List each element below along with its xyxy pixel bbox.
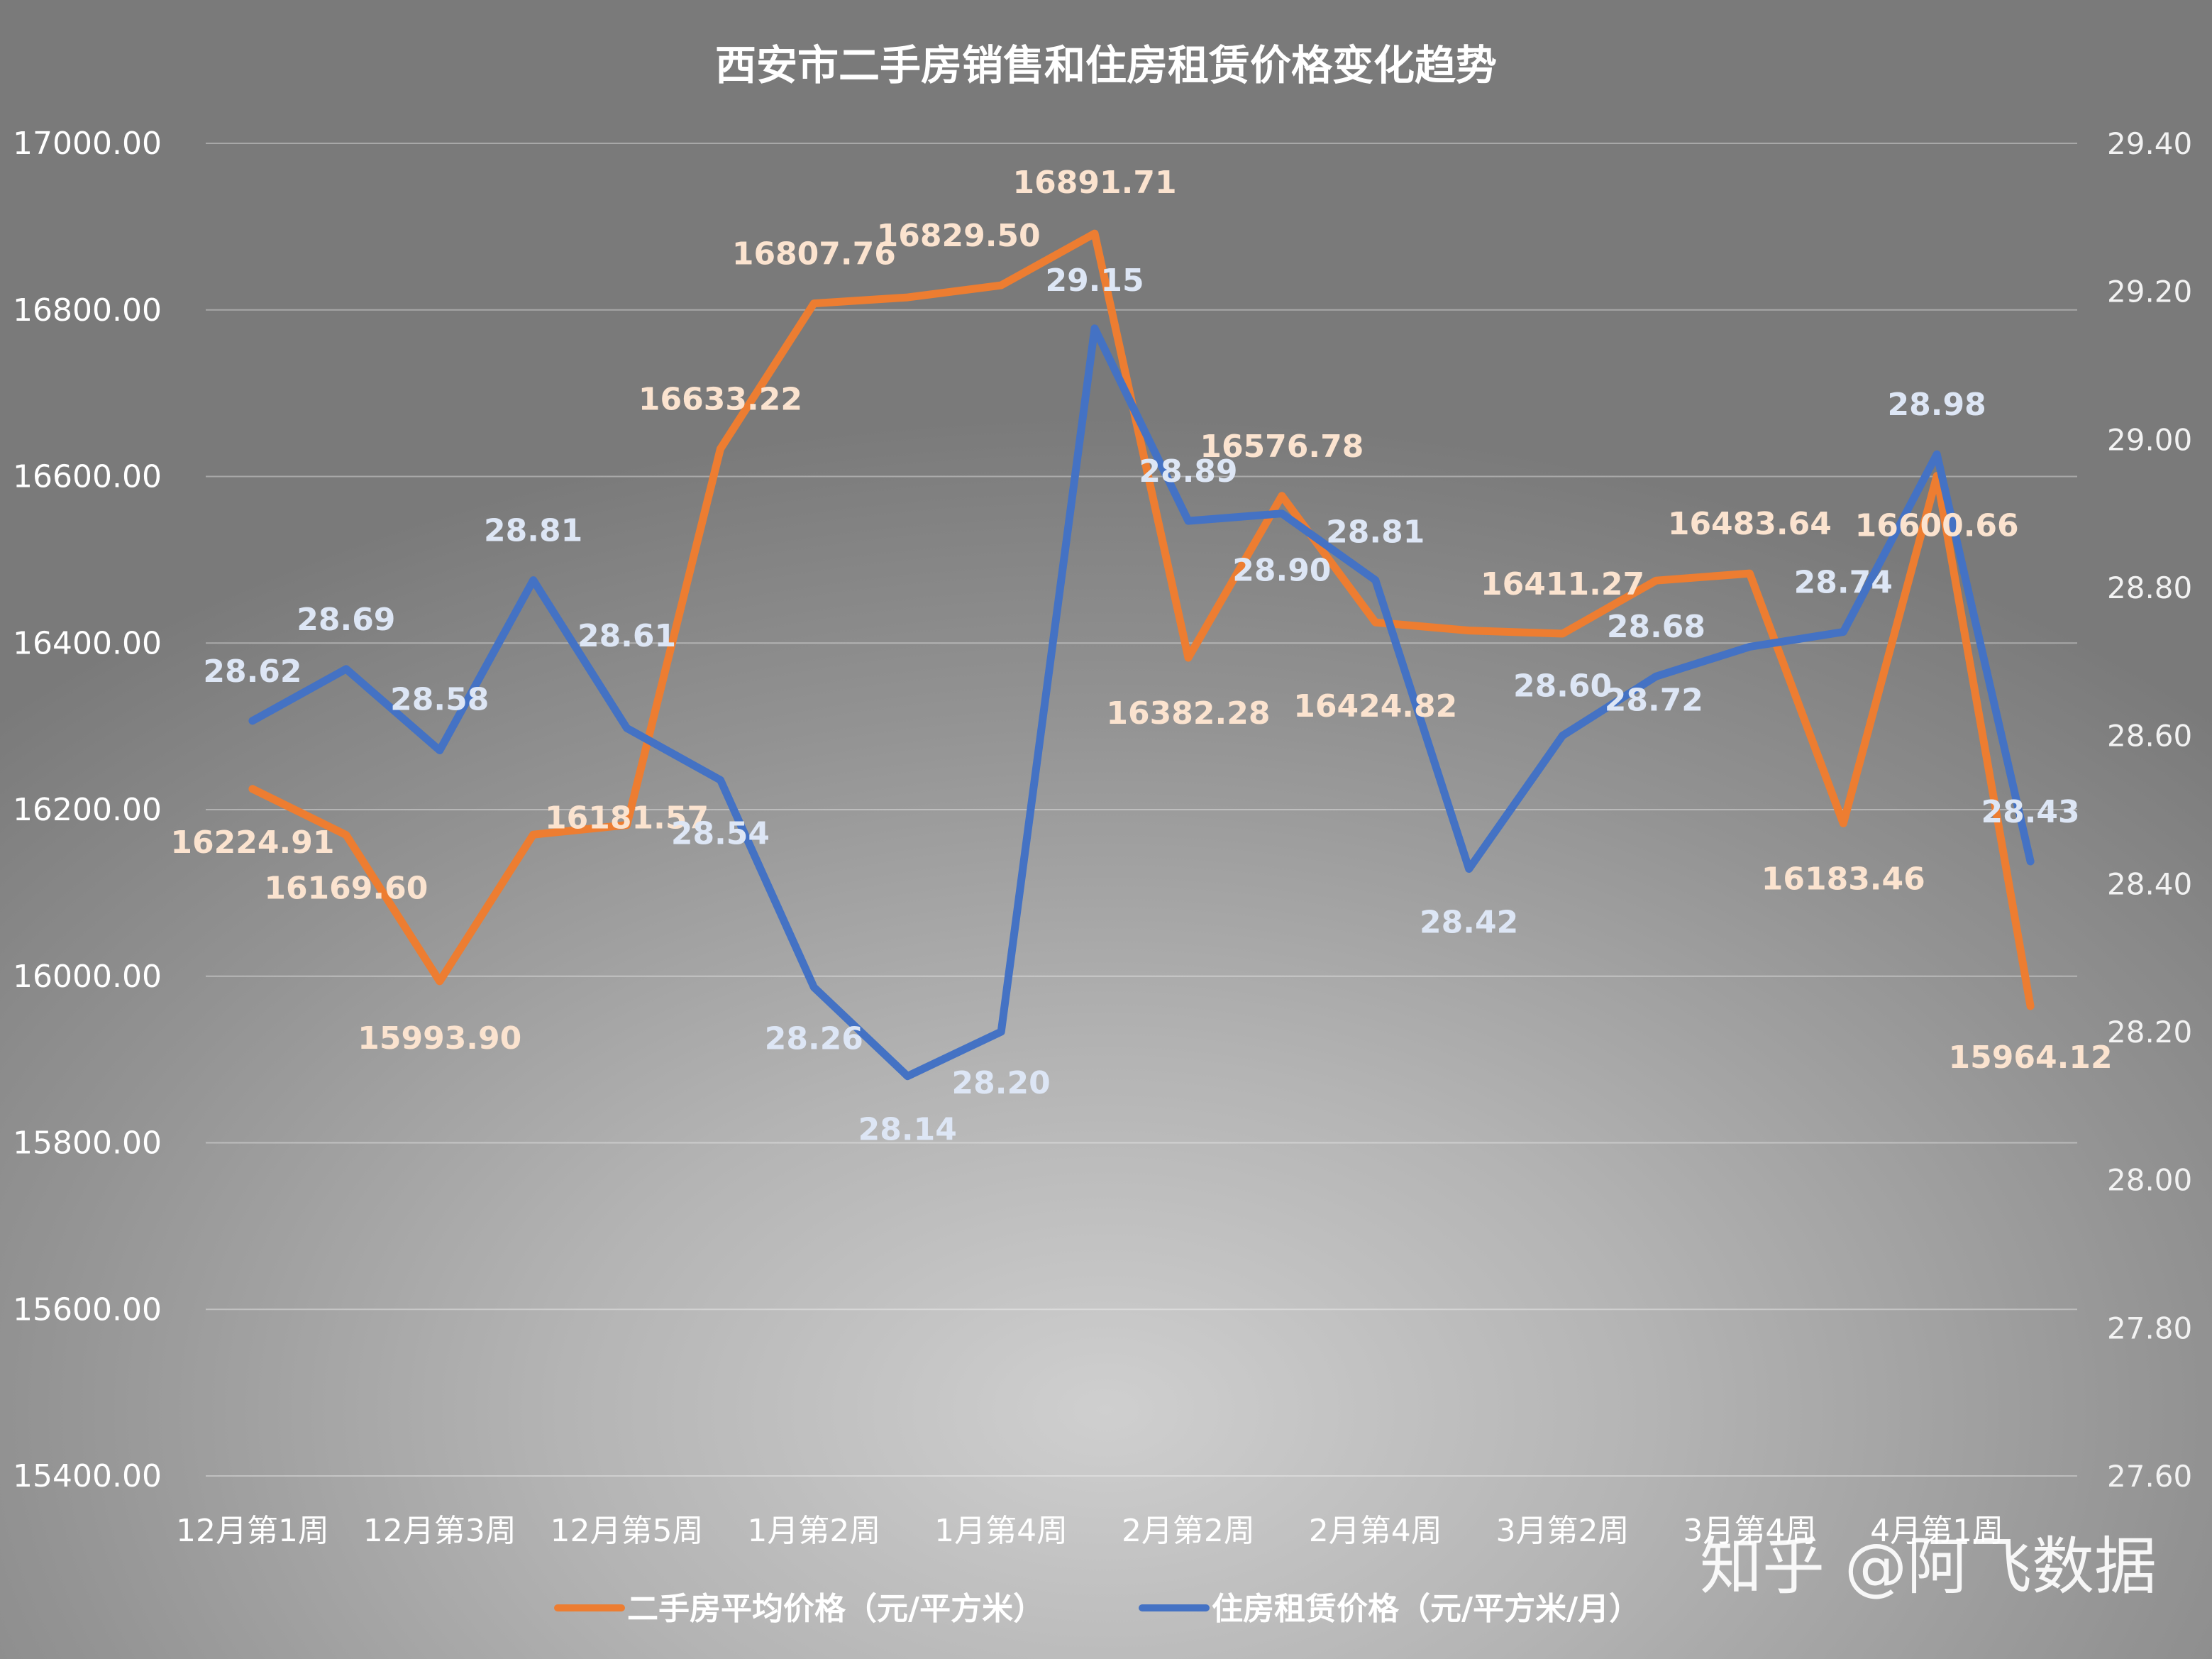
rent-price-data-label: 28.42 xyxy=(1420,904,1518,940)
rent-price-data-label: 28.81 xyxy=(1326,514,1425,551)
y-left-tick-label: 16200.00 xyxy=(13,792,162,828)
y-left-tick-label: 16400.00 xyxy=(13,625,162,661)
x-tick-label: 2月第2周 xyxy=(1122,1513,1255,1549)
sale-price-data-label: 16807.76 xyxy=(732,236,896,272)
x-axis: 12月第1周 12月第3周 12月第5周 1月第2周 1月第4周 2月第2周 2月第4周 3月… xyxy=(176,1513,2003,1549)
x-tick-label: 1月第2周 xyxy=(747,1513,880,1549)
y-right-tick-label: 28.20 xyxy=(2107,1015,2192,1049)
sale-price-data-label: 16600.66 xyxy=(1855,508,2019,544)
sale-price-data-label: 15964.12 xyxy=(1949,1040,2113,1076)
y-left-tick-label: 16800.00 xyxy=(13,292,162,329)
rent-price-data-label: 28.14 xyxy=(858,1112,957,1148)
y-right-tick-label: 27.60 xyxy=(2107,1459,2192,1494)
sale-price-data-label: 16382.28 xyxy=(1106,695,1270,732)
legend-label-sale-price: 二手房平均价格（元/平方米） xyxy=(627,1591,1044,1627)
y-right-tick-label: 27.80 xyxy=(2107,1311,2192,1345)
rent-price-data-label: 28.69 xyxy=(297,602,395,638)
y-right-tick-label: 29.20 xyxy=(2107,275,2192,309)
rent-price-data-label: 28.72 xyxy=(1605,682,1703,718)
rent-price-data-label: 28.98 xyxy=(1888,387,1986,423)
rent-price-data-label: 28.61 xyxy=(577,618,676,654)
x-tick-label: 3月第4周 xyxy=(1683,1513,1816,1549)
watermark: 知乎 @阿飞数据 xyxy=(1700,1530,2157,1603)
rent-price-data-label: 28.43 xyxy=(1981,794,2079,830)
y-right-tick-label: 28.60 xyxy=(2107,719,2192,754)
rent-price-data-label: 28.74 xyxy=(1794,565,1893,601)
rent-price-data-label: 28.26 xyxy=(765,1020,863,1057)
rent-price-data-label: 28.81 xyxy=(484,513,582,549)
x-tick-label: 12月第1周 xyxy=(176,1513,329,1549)
y-right-tick-label: 29.40 xyxy=(2107,126,2192,161)
y-right-tick-label: 28.40 xyxy=(2107,866,2192,901)
sale-price-data-label: 16483.64 xyxy=(1668,506,1832,542)
y-left-tick-label: 16000.00 xyxy=(13,959,162,995)
y-left-tick-label: 15400.00 xyxy=(13,1458,162,1494)
sale-price-data-label: 16891.71 xyxy=(1013,165,1177,201)
legend: 二手房平均价格（元/平方米） 住房租赁价格（元/平方米/月） xyxy=(554,1591,1640,1627)
gridlines xyxy=(206,143,2077,1477)
sale-price-line xyxy=(248,229,2035,1010)
x-tick-label: 12月第5周 xyxy=(551,1513,704,1549)
x-tick-label: 4月第1周 xyxy=(1870,1513,2003,1549)
sale-price-data-label: 15993.90 xyxy=(358,1020,521,1057)
rent-price-data-label: 28.68 xyxy=(1607,609,1705,645)
rent-price-data-label: 28.20 xyxy=(952,1065,1051,1101)
x-tick-label: 1月第4周 xyxy=(934,1513,1068,1549)
sale-price-data-label: 16411.27 xyxy=(1481,566,1644,602)
sale-price-data-label: 16224.91 xyxy=(170,825,334,861)
legend-label-rent-price: 住房租赁价格（元/平方米/月） xyxy=(1212,1591,1640,1627)
y-right-tick-label: 28.00 xyxy=(2107,1163,2192,1198)
y-right-tick-label: 28.80 xyxy=(2107,571,2192,605)
sale-price-data-label: 16169.60 xyxy=(264,871,428,907)
left-y-axis: 15400.00 15600.00 15800.00 16000.00 16200.00… xyxy=(13,126,162,1494)
rent-price-data-label: 28.89 xyxy=(1139,453,1237,490)
y-left-tick-label: 16600.00 xyxy=(13,459,162,495)
data-labels: 16224.91 16169.60 15993.90 16181.57 16633.22… xyxy=(170,165,2112,1147)
rent-price-line xyxy=(248,324,2035,1081)
right-y-axis: 27.60 27.80 28.00 28.20 28.40 28.60 28.80 29.00… xyxy=(2107,126,2192,1494)
rent-price-data-label: 28.54 xyxy=(671,815,770,851)
y-left-tick-label: 17000.00 xyxy=(13,126,162,162)
rent-price-data-label: 28.90 xyxy=(1232,553,1331,589)
rent-price-data-label: 28.58 xyxy=(390,682,489,718)
rent-price-data-label: 28.60 xyxy=(1513,668,1612,705)
rent-price-data-label: 29.15 xyxy=(1045,263,1144,299)
series-lines xyxy=(248,229,2035,1081)
x-tick-label: 12月第3周 xyxy=(363,1513,516,1549)
y-left-tick-label: 15600.00 xyxy=(13,1291,162,1328)
rent-price-data-label: 28.62 xyxy=(203,654,302,690)
x-tick-label: 3月第2周 xyxy=(1496,1513,1630,1549)
y-right-tick-label: 29.00 xyxy=(2107,422,2192,457)
sale-price-data-label: 16576.78 xyxy=(1200,429,1364,465)
sale-price-data-label: 16181.57 xyxy=(545,800,709,837)
sale-price-data-label: 16829.50 xyxy=(877,218,1041,254)
y-left-tick-label: 15800.00 xyxy=(13,1125,162,1162)
chart-title: 西安市二手房销售和住房租赁价格变化趋势 xyxy=(715,41,1497,89)
x-tick-label: 2月第4周 xyxy=(1309,1513,1442,1549)
sale-price-data-label: 16633.22 xyxy=(638,382,802,418)
sale-price-data-label: 16183.46 xyxy=(1762,861,1925,897)
sale-price-data-label: 16424.82 xyxy=(1293,688,1457,724)
